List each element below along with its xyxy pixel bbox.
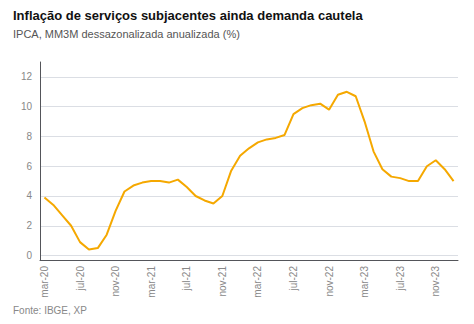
svg-text:nov-20: nov-20 (110, 266, 121, 297)
svg-text:Fonte: IBGE, XP: Fonte: IBGE, XP (13, 305, 87, 316)
svg-text:6: 6 (26, 161, 32, 172)
svg-text:jul-22: jul-22 (288, 266, 299, 292)
svg-text:2: 2 (26, 220, 32, 231)
svg-text:mar-20: mar-20 (39, 266, 50, 298)
svg-text:nov-22: nov-22 (324, 266, 335, 297)
svg-text:Inflação de serviços subjacent: Inflação de serviços subjacentes ainda d… (13, 8, 363, 23)
svg-text:jul-20: jul-20 (75, 266, 86, 292)
svg-text:10: 10 (21, 101, 33, 112)
svg-text:IPCA, MM3M dessazonalizada anu: IPCA, MM3M dessazonalizada anualizada (%… (13, 28, 240, 40)
svg-text:nov-21: nov-21 (217, 266, 228, 297)
svg-text:0: 0 (26, 250, 32, 261)
svg-text:mar-22: mar-22 (252, 266, 263, 298)
svg-text:mar-21: mar-21 (146, 266, 157, 298)
svg-text:jul-23: jul-23 (395, 266, 406, 292)
svg-text:jul-21: jul-21 (181, 266, 192, 292)
svg-text:mar-23: mar-23 (359, 266, 370, 298)
svg-text:12: 12 (21, 71, 33, 82)
svg-text:8: 8 (26, 131, 32, 142)
svg-text:4: 4 (26, 190, 32, 201)
svg-text:nov-23: nov-23 (430, 266, 441, 297)
